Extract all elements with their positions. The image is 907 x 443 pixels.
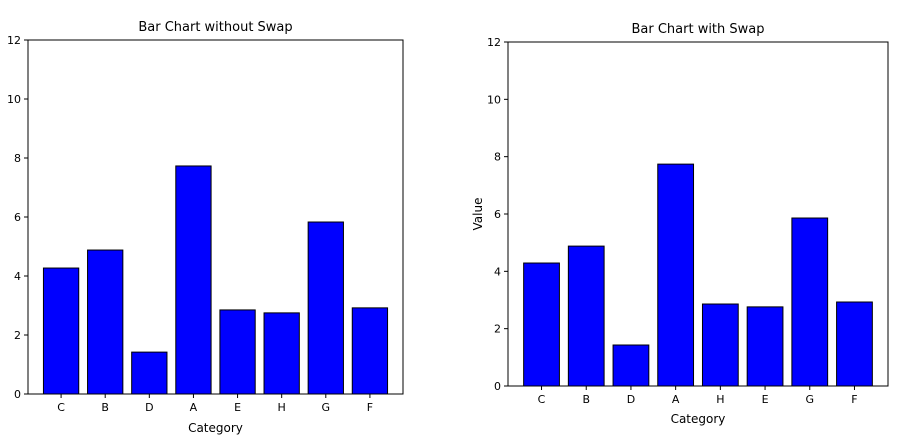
x-tick-label: E — [762, 393, 769, 406]
bar-D — [131, 351, 168, 395]
bar-F — [351, 307, 389, 395]
x-tick-label: D — [627, 393, 635, 406]
plot-frame — [507, 41, 889, 387]
bar-C — [523, 262, 560, 387]
chart-2: C B D A H E G F 0 2 4 6 8 10 12 Bar Chart with Swap Cate… — [471, 22, 889, 426]
bar-B — [87, 249, 124, 395]
bar-E — [219, 309, 256, 395]
y-tick-label: 12 — [487, 36, 501, 49]
bar-E — [746, 306, 784, 387]
chart-1: C B D A E H G F 0 2 4 6 8 10 12 Bar Chart without Swap C… — [0, 20, 404, 435]
x-tick-label: A — [190, 401, 198, 414]
x-tick-label: F — [851, 393, 857, 406]
x-tick-label: D — [145, 401, 153, 414]
y-tick-label: 12 — [7, 34, 21, 47]
x-tick-label: G — [805, 393, 814, 406]
y-tick-label: 10 — [7, 93, 21, 106]
x-tick-label: B — [101, 401, 109, 414]
x-tick-label: B — [582, 393, 590, 406]
y-tick-label: 6 — [494, 208, 501, 221]
bar-A — [175, 165, 212, 395]
y-tick-label: 4 — [494, 265, 501, 278]
bar-H — [701, 303, 739, 387]
y-tick-label: 4 — [14, 270, 21, 283]
bar-H — [263, 312, 300, 395]
y-tick-label: 0 — [494, 380, 501, 393]
y-tick-label: 8 — [14, 152, 21, 165]
bar-F — [836, 301, 873, 387]
x-axis-label: Category — [671, 412, 726, 426]
chart-title: Bar Chart with Swap — [631, 22, 764, 37]
bar-G — [791, 217, 829, 387]
y-tick-label: 6 — [14, 211, 21, 224]
x-tick-label: G — [322, 401, 331, 414]
y-axis-label: Value — [471, 198, 485, 231]
y-tick-label: 10 — [487, 93, 501, 106]
x-tick-label: H — [278, 401, 286, 414]
y-tick-label: 2 — [14, 329, 21, 342]
y-tick-label: 8 — [494, 151, 501, 164]
y-tick-label: 2 — [494, 323, 501, 336]
x-tick-label: A — [672, 393, 680, 406]
bar-D — [612, 344, 650, 387]
bar-B — [567, 245, 605, 387]
x-axis-label: Category — [188, 421, 243, 435]
chart-title: Bar Chart without Swap — [138, 20, 292, 35]
x-tick-label: E — [234, 401, 241, 414]
x-tick-label: C — [57, 401, 65, 414]
bar-C — [42, 267, 80, 395]
x-tick-label: C — [538, 393, 546, 406]
x-tick-label: F — [367, 401, 373, 414]
bar-G — [307, 221, 344, 395]
y-tick-label: 0 — [14, 388, 21, 401]
plot-frame — [27, 39, 404, 395]
bar-A — [657, 163, 695, 387]
x-tick-label: H — [716, 393, 724, 406]
y-axis-label: Value — [0, 201, 1, 234]
